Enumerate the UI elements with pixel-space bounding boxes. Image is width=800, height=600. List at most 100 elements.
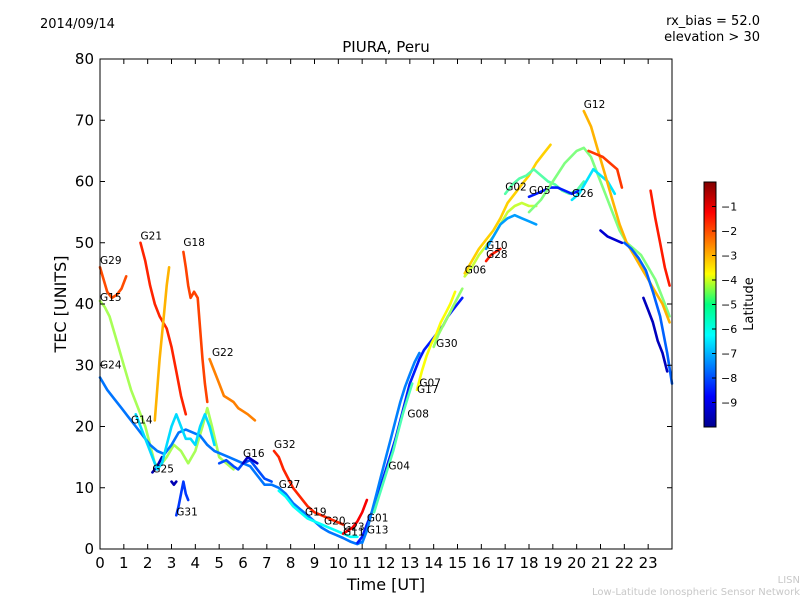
- rx-bias-info: rx_bias = 52.0 elevation > 30: [664, 14, 760, 46]
- colorbar-label: Latitude: [742, 277, 757, 331]
- satellite-label-g11: G11: [343, 527, 365, 539]
- satellite-label-g14: G14: [131, 414, 153, 426]
- x-tick-label: 23: [639, 554, 658, 572]
- x-tick-label: 2: [143, 554, 153, 572]
- satellite-label-g13: G13: [367, 525, 389, 537]
- tec-track-27: [527, 146, 671, 318]
- satellite-label-g19: G19: [305, 506, 327, 518]
- x-tick-label: 19: [543, 554, 562, 572]
- tec-track-23: [484, 247, 502, 263]
- tec-track-32: [622, 241, 674, 385]
- tec-track-7: [175, 480, 190, 517]
- satellite-labels-layer: G29G15G24G21G18G14G25G31G22G16G32G27G19G…: [100, 99, 605, 539]
- tec-track-29: [582, 109, 671, 324]
- tec-track-10: [208, 357, 257, 422]
- colorbar-tick-label: −6: [721, 323, 737, 336]
- satellite-label-g18: G18: [183, 237, 205, 249]
- x-tick-label: 15: [448, 554, 467, 572]
- satellite-label-g15: G15: [100, 292, 122, 304]
- elevation-label: elevation > 30: [664, 30, 760, 45]
- satellite-label-g01: G01: [367, 512, 389, 524]
- x-tick-label: 16: [472, 554, 491, 572]
- x-axis-label: Time [UT]: [346, 575, 425, 594]
- tec-track-26: [527, 186, 581, 199]
- tec-track-2: [98, 376, 364, 546]
- satellite-label-g20: G20: [324, 516, 346, 528]
- satellite-label-g07: G07: [419, 378, 441, 390]
- colorbar-tick-label: −4: [721, 274, 737, 287]
- date-label: 2014/09/14: [40, 17, 115, 32]
- satellite-label-g27: G27: [279, 479, 301, 491]
- tec-track-9: [134, 412, 216, 471]
- x-tick-label: 8: [286, 554, 296, 572]
- colorbar-tick-label: −3: [721, 250, 737, 263]
- x-tick-label: 0: [95, 554, 105, 572]
- satellite-label-g21: G21: [141, 231, 163, 243]
- y-tick-label: 80: [75, 50, 94, 68]
- tec-track-22: [463, 143, 552, 275]
- satellite-label-g25: G25: [152, 463, 174, 475]
- satellite-label-g16: G16: [243, 448, 265, 460]
- x-tick-label: 17: [496, 554, 515, 572]
- x-tick-label: 4: [191, 554, 201, 572]
- tec-track-8: [170, 480, 178, 487]
- satellite-label-g30: G30: [436, 338, 458, 350]
- tec-track-18: [372, 382, 414, 514]
- satellite-label-g28: G28: [486, 249, 508, 261]
- x-tick-label: 22: [615, 554, 634, 572]
- satellite-label-g22: G22: [212, 347, 234, 359]
- satellite-label-g05: G05: [529, 185, 551, 197]
- x-tick-label: 1: [119, 554, 129, 572]
- x-tick-label: 20: [567, 554, 586, 572]
- y-tick-label: 50: [75, 234, 94, 252]
- y-axis: 0 10 20 30 40 50 60 70 80: [75, 50, 672, 558]
- tec-track-6: [182, 250, 209, 404]
- credit-line1: LISN: [777, 575, 800, 586]
- rx-bias-label: rx_bias = 52.0: [666, 14, 760, 29]
- tec-track-31: [599, 229, 624, 245]
- satellite-label-g26: G26: [572, 188, 594, 200]
- x-tick-label: 3: [167, 554, 177, 572]
- y-tick-label: 20: [75, 418, 94, 436]
- colorbar-tick-label: −7: [721, 348, 737, 361]
- satellite-label-g29: G29: [100, 255, 122, 267]
- y-axis-label: TEC [UNITS]: [51, 256, 70, 354]
- credit-line2: Low-Latitude Ionospheric Sensor Network: [592, 587, 800, 598]
- x-tick-label: 11: [353, 554, 372, 572]
- x-tick-label: 9: [310, 554, 320, 572]
- colorbar-tick-label: −5: [721, 299, 737, 312]
- tec-track-30: [587, 149, 624, 189]
- colorbar-ticks: −1 −2 −3 −4 −5 −6 −7 −8 −9: [712, 201, 737, 410]
- satellite-label-g32: G32: [274, 439, 296, 451]
- colorbar-tick-label: −1: [721, 201, 737, 214]
- satellite-label-g12: G12: [584, 99, 606, 111]
- tec-track-13: [272, 449, 345, 526]
- x-tick-label: 12: [376, 554, 395, 572]
- tec-track-17: [360, 351, 421, 545]
- x-tick-label: 13: [400, 554, 419, 572]
- satellite-label-g02: G02: [505, 182, 527, 194]
- colorbar-tick-label: −2: [721, 225, 737, 238]
- x-axis: 0 1 2 3 4 5 6 7 8 9 10 11 12 13 14 15 16 17 18 19 20 21 22 23: [95, 59, 658, 572]
- tec-track-12: [241, 455, 259, 465]
- tec-track-20: [432, 287, 464, 349]
- x-tick-label: 6: [238, 554, 248, 572]
- x-tick-label: 5: [214, 554, 224, 572]
- tec-track-0: [98, 265, 128, 300]
- x-tick-label: 18: [519, 554, 538, 572]
- y-tick-label: 10: [75, 479, 94, 497]
- satellite-label-g24: G24: [100, 359, 122, 371]
- y-tick-label: 0: [84, 540, 94, 558]
- credit: LISN Low-Latitude Ionospheric Sensor Net…: [592, 575, 800, 599]
- x-tick-label: 21: [591, 554, 610, 572]
- satellite-label-g04: G04: [388, 460, 410, 472]
- colorbar-tick-label: −9: [721, 397, 737, 410]
- tec-track-24: [484, 213, 538, 251]
- colorbar-tick-label: −8: [721, 372, 737, 385]
- x-tick-label: 10: [329, 554, 348, 572]
- y-tick-label: 70: [75, 111, 94, 129]
- y-tick-label: 30: [75, 356, 94, 374]
- chart-title: PIURA, Peru: [342, 38, 429, 56]
- satellite-label-g17: G17: [417, 384, 439, 396]
